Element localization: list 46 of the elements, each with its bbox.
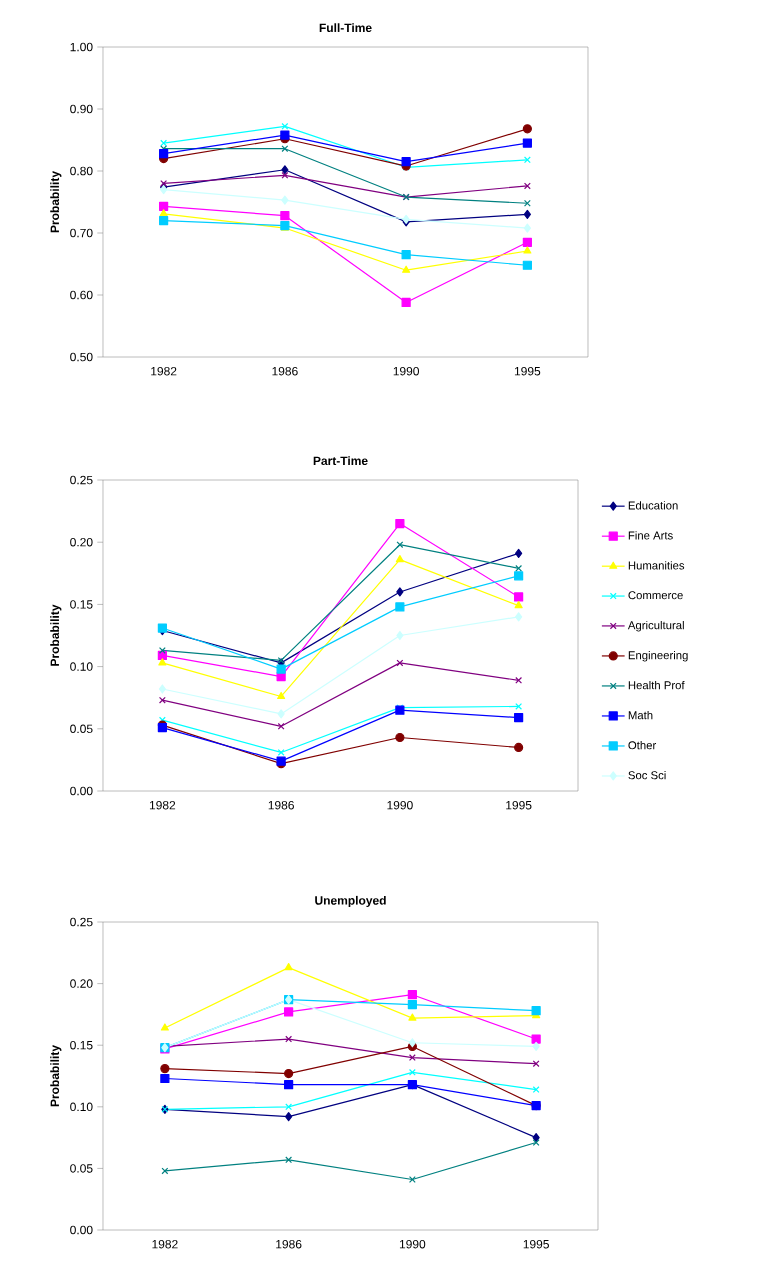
y-tick-label: 0.00 (70, 786, 93, 796)
y-tick-label: 0.20 (70, 979, 93, 988)
legend-label: Soc Sci (628, 770, 666, 780)
y-tick-label: 0.25 (70, 475, 93, 485)
y-tick-label: 0.90 (70, 104, 93, 114)
y-tick-label: 0.20 (70, 537, 93, 547)
y-tick-label: 0.10 (70, 662, 93, 671)
y-tick-label: 0.15 (70, 600, 93, 609)
x-tick-label: 1990 (393, 366, 419, 376)
y-tick-label: 0.10 (70, 1102, 93, 1112)
chart-title: Part-Time (313, 456, 368, 466)
y-axis-title: Probability (50, 1045, 62, 1107)
x-tick-label: 1995 (506, 800, 532, 810)
legend-label: Commerce (628, 591, 683, 600)
legend-label: Agricultural (627, 620, 684, 632)
chart-title: Full-Time (319, 23, 372, 33)
x-tick-label: 1986 (268, 800, 294, 810)
y-tick-label: 0.80 (70, 166, 93, 176)
y-axis-title: Probability (50, 171, 62, 233)
legend-label: Math (628, 710, 653, 720)
x-tick-label: 1982 (149, 800, 176, 810)
y-tick-label: 0.70 (70, 228, 93, 238)
y-tick-label: 0.00 (70, 1225, 93, 1235)
x-tick-label: 1990 (399, 1239, 426, 1249)
legend-label: Fine Arts (628, 531, 673, 540)
y-tick-label: 0.60 (70, 290, 93, 300)
y-axis-title: Probability (50, 604, 62, 666)
x-tick-label: 1990 (387, 800, 413, 810)
y-tick-label: 1.00 (70, 42, 93, 52)
x-tick-label: 1982 (151, 366, 177, 376)
y-tick-label: 0.05 (70, 1164, 93, 1173)
legend-label: Health Prof (628, 680, 685, 690)
legend-label: Other (628, 740, 657, 750)
x-tick-label: 1986 (272, 366, 298, 376)
x-tick-label: 1982 (152, 1239, 178, 1249)
chart-title: Unemployed (315, 895, 386, 908)
y-tick-label: 0.50 (70, 352, 93, 362)
x-tick-label: 1986 (276, 1239, 302, 1249)
y-tick-label: 0.15 (70, 1040, 93, 1050)
x-tick-label: 1995 (514, 366, 541, 376)
legend-label: Education (628, 501, 678, 510)
legend-label: Humanities (628, 561, 685, 570)
legend-label: Engineering (628, 650, 688, 662)
y-tick-label: 0.05 (70, 724, 93, 734)
y-tick-label: 0.25 (70, 917, 93, 927)
x-tick-label: 1995 (523, 1239, 549, 1249)
